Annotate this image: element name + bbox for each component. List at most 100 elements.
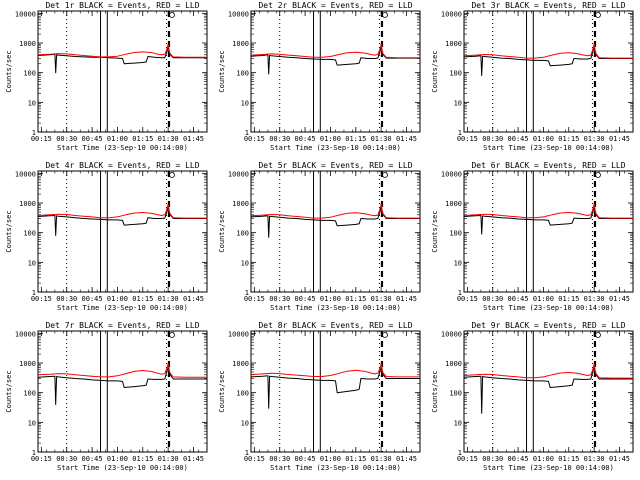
x-axis-label: Start Time (23-Sep-10 00:14:00) — [483, 464, 614, 472]
y-tick-label: 100 — [449, 70, 462, 78]
y-tick-label: 10 — [28, 259, 36, 267]
y-tick-label: 1000 — [19, 200, 36, 208]
flare-marker-symbol — [595, 172, 601, 178]
y-tick-label: 10 — [241, 419, 249, 427]
x-tick-label: 01:45 — [396, 455, 417, 463]
x-tick-label: 01:00 — [107, 455, 128, 463]
flare-marker-symbol — [382, 332, 388, 338]
x-axis-label: Start Time (23-Sep-10 00:14:00) — [57, 144, 188, 152]
x-tick-label: 01:45 — [183, 135, 204, 143]
x-axis-label: Start Time (23-Sep-10 00:14:00) — [57, 464, 188, 472]
x-tick-label: 00:30 — [269, 455, 290, 463]
y-tick-label: 10000 — [441, 10, 462, 18]
y-tick-label: 1000 — [232, 40, 249, 48]
panel-title: Det 4r BLACK = Events, RED = LLD — [45, 161, 199, 170]
x-tick-label: 01:00 — [533, 295, 554, 303]
y-axis-label: Counts/sec — [431, 50, 439, 92]
y-tick-label: 1 — [458, 289, 462, 297]
x-tick-label: 01:15 — [132, 295, 153, 303]
lld-series-line — [250, 203, 420, 219]
x-tick-label: 01:00 — [533, 135, 554, 143]
events-series-line — [463, 47, 633, 76]
x-tick-label: 00:15 — [457, 135, 478, 143]
lld-series-line — [250, 43, 420, 59]
x-tick-label: 01:15 — [558, 295, 579, 303]
x-tick-label: 00:15 — [31, 295, 52, 303]
y-tick-label: 100 — [449, 390, 462, 398]
y-tick-label: 1 — [32, 289, 36, 297]
lld-series-line — [463, 363, 633, 379]
plot-frame — [463, 10, 634, 133]
y-tick-label: 10 — [454, 99, 462, 107]
lld-series-line — [37, 43, 207, 58]
flare-marker-symbol — [169, 332, 175, 338]
y-tick-label: 10000 — [228, 170, 249, 178]
panel-det-7: Det 7r BLACK = Events, RED = LLD 1 10 100 10… — [5, 321, 208, 472]
events-series-line — [250, 367, 420, 409]
events-series-line — [250, 207, 420, 238]
x-tick-label: 01:45 — [183, 295, 204, 303]
plot-frame — [37, 170, 208, 293]
y-tick-label: 10 — [454, 419, 462, 427]
lld-series-line — [37, 203, 207, 219]
y-tick-label: 100 — [23, 70, 36, 78]
x-tick-label: 01:30 — [584, 135, 605, 143]
x-tick-label: 01:45 — [396, 295, 417, 303]
y-tick-label: 1 — [32, 449, 36, 457]
x-tick-label: 00:30 — [56, 135, 77, 143]
y-axis-label: Counts/sec — [5, 50, 13, 92]
plot-frame — [250, 10, 421, 133]
plot-frame — [37, 10, 208, 133]
x-tick-label: 00:45 — [295, 455, 316, 463]
events-series-line — [37, 47, 207, 74]
x-tick-label: 01:00 — [107, 295, 128, 303]
x-tick-label: 00:45 — [82, 295, 103, 303]
y-tick-label: 10000 — [15, 170, 36, 178]
y-tick-label: 1 — [245, 449, 249, 457]
x-tick-label: 01:30 — [371, 135, 392, 143]
x-tick-label: 01:30 — [158, 455, 179, 463]
x-tick-label: 01:15 — [132, 455, 153, 463]
panel-title: Det 5r BLACK = Events, RED = LLD — [258, 161, 412, 170]
y-axis-label: Counts/sec — [5, 370, 13, 412]
flare-marker-symbol — [382, 172, 388, 178]
y-tick-label: 10000 — [228, 10, 249, 18]
y-tick-label: 10000 — [15, 10, 36, 18]
y-tick-label: 100 — [236, 390, 249, 398]
x-tick-label: 00:30 — [269, 135, 290, 143]
x-tick-label: 01:00 — [320, 135, 341, 143]
lld-series-line — [463, 203, 633, 219]
panel-title: Det 3r BLACK = Events, RED = LLD — [471, 1, 625, 10]
y-axis-label: Counts/sec — [431, 210, 439, 252]
panel-det-3: Det 3r BLACK = Events, RED = LLD 1 10 100 10… — [431, 1, 634, 152]
y-tick-label: 10 — [28, 419, 36, 427]
x-axis-label: Start Time (23-Sep-10 00:14:00) — [57, 304, 188, 312]
flare-marker-symbol — [595, 12, 601, 18]
y-tick-label: 1 — [32, 129, 36, 137]
y-tick-label: 100 — [236, 230, 249, 238]
panel-title: Det 9r BLACK = Events, RED = LLD — [471, 321, 625, 330]
y-axis-label: Counts/sec — [431, 370, 439, 412]
y-tick-label: 10 — [241, 259, 249, 267]
y-tick-label: 1000 — [232, 360, 249, 368]
x-tick-label: 00:45 — [82, 455, 103, 463]
x-tick-label: 01:45 — [183, 455, 204, 463]
panel-title: Det 8r BLACK = Events, RED = LLD — [258, 321, 412, 330]
x-tick-label: 01:30 — [158, 295, 179, 303]
x-axis-label: Start Time (23-Sep-10 00:14:00) — [270, 144, 401, 152]
y-tick-label: 100 — [236, 70, 249, 78]
x-axis-label: Start Time (23-Sep-10 00:14:00) — [270, 464, 401, 472]
lld-series-line — [463, 43, 633, 59]
x-tick-label: 00:30 — [56, 455, 77, 463]
panel-det-2: Det 2r BLACK = Events, RED = LLD 1 10 100 10… — [218, 1, 421, 152]
panel-title: Det 7r BLACK = Events, RED = LLD — [45, 321, 199, 330]
flare-marker-symbol — [382, 12, 388, 18]
y-axis-label: Counts/sec — [5, 210, 13, 252]
flare-marker-symbol — [169, 172, 175, 178]
x-tick-label: 01:30 — [584, 295, 605, 303]
x-tick-label: 00:30 — [56, 295, 77, 303]
panel-title: Det 6r BLACK = Events, RED = LLD — [471, 161, 625, 170]
x-tick-label: 01:30 — [371, 455, 392, 463]
x-tick-label: 01:15 — [345, 455, 366, 463]
